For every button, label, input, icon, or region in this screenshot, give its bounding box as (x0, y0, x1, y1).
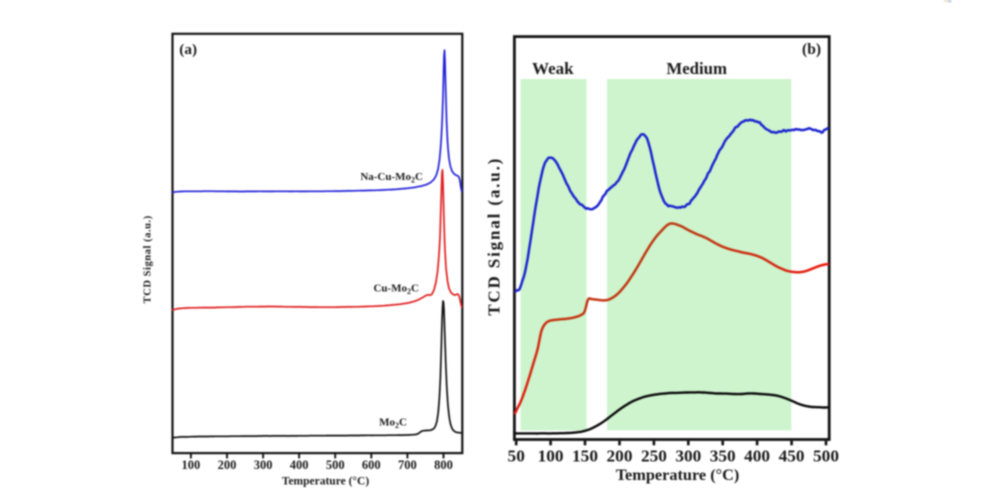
svg-text:(a): (a) (179, 41, 197, 58)
svg-text:200: 200 (607, 446, 633, 465)
svg-text:Cu-Mo2C: Cu-Mo2C (373, 283, 419, 297)
svg-text:600: 600 (362, 458, 381, 472)
svg-text:Na-Cu-Mo2C: Na-Cu-Mo2C (360, 171, 423, 185)
svg-text:250: 250 (641, 446, 667, 465)
svg-text:Medium: Medium (666, 59, 727, 78)
svg-text:150: 150 (572, 446, 598, 465)
svg-text:(b): (b) (802, 41, 821, 58)
svg-text:800: 800 (434, 458, 453, 472)
svg-text:100: 100 (538, 446, 564, 465)
svg-text:350: 350 (710, 446, 736, 465)
svg-text:450: 450 (779, 446, 805, 465)
svg-text:300: 300 (254, 458, 273, 472)
svg-text:Temperature (°C): Temperature (°C) (616, 465, 740, 484)
svg-text:500: 500 (326, 458, 345, 472)
svg-text:200: 200 (218, 458, 237, 472)
svg-text:500: 500 (813, 446, 839, 465)
svg-text:700: 700 (398, 458, 417, 472)
svg-text:400: 400 (290, 458, 309, 472)
svg-text:Mo2C: Mo2C (379, 417, 407, 431)
svg-text:Weak: Weak (532, 59, 574, 78)
svg-text:300: 300 (675, 446, 701, 465)
svg-text:TCD Signal (a.u.): TCD Signal (a.u.) (143, 215, 154, 303)
svg-text:400: 400 (744, 446, 770, 465)
svg-text:TCD Signal (a.u.): TCD Signal (a.u.) (485, 157, 504, 316)
svg-text:50: 50 (508, 446, 525, 465)
svg-text:100: 100 (182, 458, 201, 472)
svg-text:Temperature (°C): Temperature (°C) (282, 476, 369, 488)
